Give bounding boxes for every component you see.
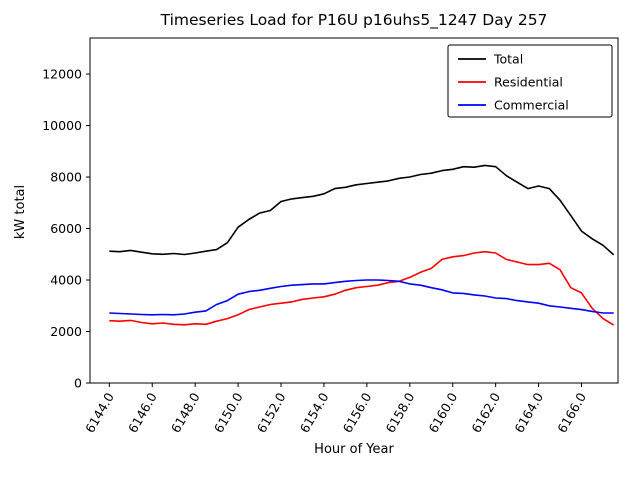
y-tick-label: 6000 xyxy=(50,221,82,236)
x-tick-label: 6152.0 xyxy=(254,390,289,435)
axes-spines xyxy=(89,37,619,384)
legend-label-commercial: Commercial xyxy=(494,98,569,113)
x-axis-label: Hour of Year xyxy=(314,442,394,457)
x-tick-label: 6162.0 xyxy=(468,390,503,435)
y-tick-label: 2000 xyxy=(50,324,82,339)
x-tick-label: 6144.0 xyxy=(82,390,117,435)
legend-label-total: Total xyxy=(493,52,523,67)
x-tick-label: 6160.0 xyxy=(425,390,460,435)
x-tick-label: 6150.0 xyxy=(211,390,246,435)
y-tick-label: 0 xyxy=(74,376,82,391)
series-line-residential xyxy=(109,250,615,326)
x-tick-label: 6156.0 xyxy=(340,390,375,435)
x-tick-label: 6154.0 xyxy=(297,390,332,435)
series-lines xyxy=(109,164,615,326)
x-tick-label: 6164.0 xyxy=(511,390,546,435)
y-tick-label: 10000 xyxy=(42,118,82,133)
y-tick-label: 8000 xyxy=(50,170,82,185)
y-tick-label: 12000 xyxy=(42,67,82,82)
chart-title: Timeseries Load for P16U p16uhs5_1247 Da… xyxy=(160,11,548,30)
series-line-commercial xyxy=(109,279,614,316)
legend: Total Residential Commercial xyxy=(447,44,613,118)
series-line-total xyxy=(109,164,615,256)
axes-frame xyxy=(89,37,619,384)
y-tick-label: 4000 xyxy=(50,273,82,288)
x-tick-label: 6166.0 xyxy=(554,390,589,435)
y-axis-label: kW total xyxy=(13,185,28,239)
x-tick-label: 6146.0 xyxy=(125,390,160,435)
x-tick-label: 6148.0 xyxy=(168,390,203,435)
x-tick-label: 6158.0 xyxy=(383,390,418,435)
legend-frame xyxy=(447,44,613,118)
legend-label-residential: Residential xyxy=(494,75,563,90)
